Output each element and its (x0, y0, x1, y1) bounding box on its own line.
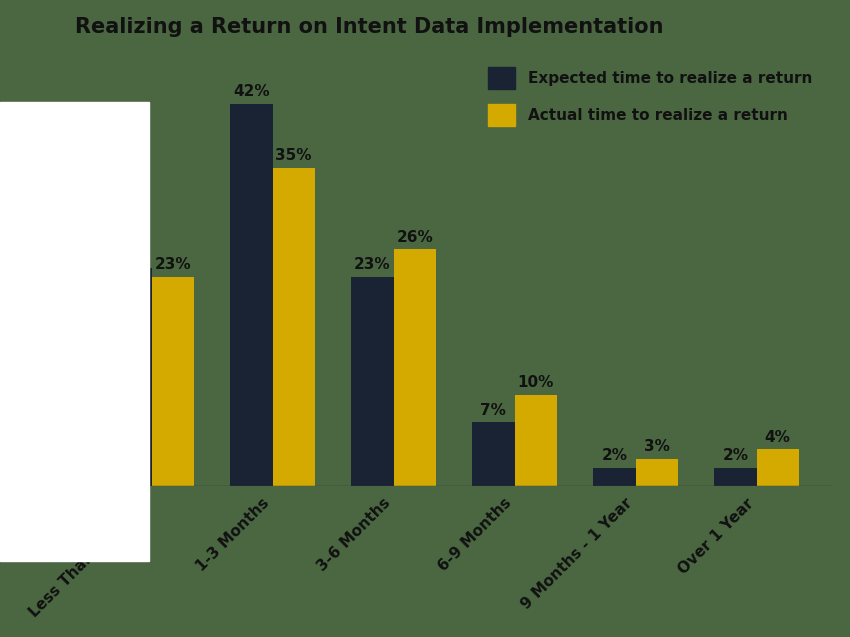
Bar (110, 268, 151, 486)
Text: 2%: 2% (722, 448, 748, 463)
Bar (273, 168, 314, 486)
Bar (756, 450, 799, 486)
Text: 23%: 23% (354, 257, 391, 272)
Legend: Expected time to realize a return, Actual time to realize a return: Expected time to realize a return, Actua… (482, 61, 818, 132)
Text: 26%: 26% (396, 230, 434, 245)
Bar (473, 422, 514, 486)
Text: 3%: 3% (643, 439, 670, 454)
Text: Realizing a Return on Intent Data Implementation: Realizing a Return on Intent Data Implem… (75, 17, 663, 37)
Bar (151, 276, 194, 486)
Text: 2%: 2% (601, 448, 627, 463)
Text: 24%: 24% (112, 248, 149, 263)
Bar (714, 468, 756, 486)
Bar (351, 276, 394, 486)
Text: 10%: 10% (518, 375, 554, 390)
Text: 35%: 35% (275, 148, 312, 163)
Bar (593, 468, 636, 486)
Bar (514, 395, 557, 486)
Text: 4%: 4% (765, 430, 790, 445)
Bar (394, 249, 436, 486)
Bar (230, 104, 273, 486)
Text: 42%: 42% (233, 84, 269, 99)
Bar (636, 459, 677, 486)
Text: 23%: 23% (155, 257, 191, 272)
Text: 7%: 7% (480, 403, 507, 418)
